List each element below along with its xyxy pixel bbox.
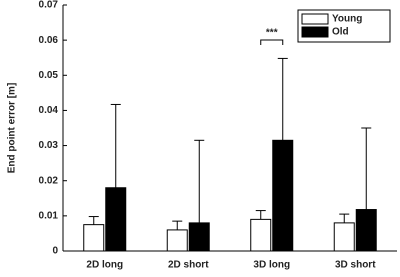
bar <box>272 139 294 252</box>
bar <box>250 218 272 252</box>
bar <box>83 224 105 252</box>
bar <box>333 222 355 252</box>
y-tick-label: 0.06 <box>39 35 59 46</box>
error-bar <box>110 103 121 188</box>
x-tick-label: 2D short <box>168 260 209 271</box>
x-tick-label: 2D long <box>86 260 123 271</box>
x-tick-label: 3D long <box>253 260 290 271</box>
bar <box>105 187 127 252</box>
y-tick-label: 0 <box>52 246 58 257</box>
y-tick-label: 0.01 <box>39 210 59 221</box>
y-axis-label: End point error [m] <box>7 83 18 174</box>
y-tick-label: 0.03 <box>39 140 59 151</box>
annotation: *** <box>266 28 278 39</box>
y-tick-label: 0.04 <box>39 105 59 116</box>
legend-swatch <box>301 13 329 25</box>
legend-swatch <box>301 26 329 38</box>
error-bar <box>339 213 350 223</box>
error-bar <box>255 210 266 220</box>
y-tick-label: 0.05 <box>39 70 59 81</box>
error-bar <box>277 57 288 141</box>
legend-label: Young <box>332 14 362 25</box>
error-bar <box>194 139 205 223</box>
x-tick-label: 3D short <box>335 260 376 271</box>
error-bar <box>88 216 99 225</box>
bar <box>166 229 188 252</box>
error-bar <box>361 127 372 210</box>
legend-label: Old <box>332 27 349 38</box>
significance-bracket <box>260 39 284 45</box>
y-tick-label: 0.02 <box>39 175 59 186</box>
bar <box>355 209 377 252</box>
error-bar <box>172 220 183 230</box>
y-tick-label: 0.07 <box>39 0 59 11</box>
bar <box>188 222 210 252</box>
